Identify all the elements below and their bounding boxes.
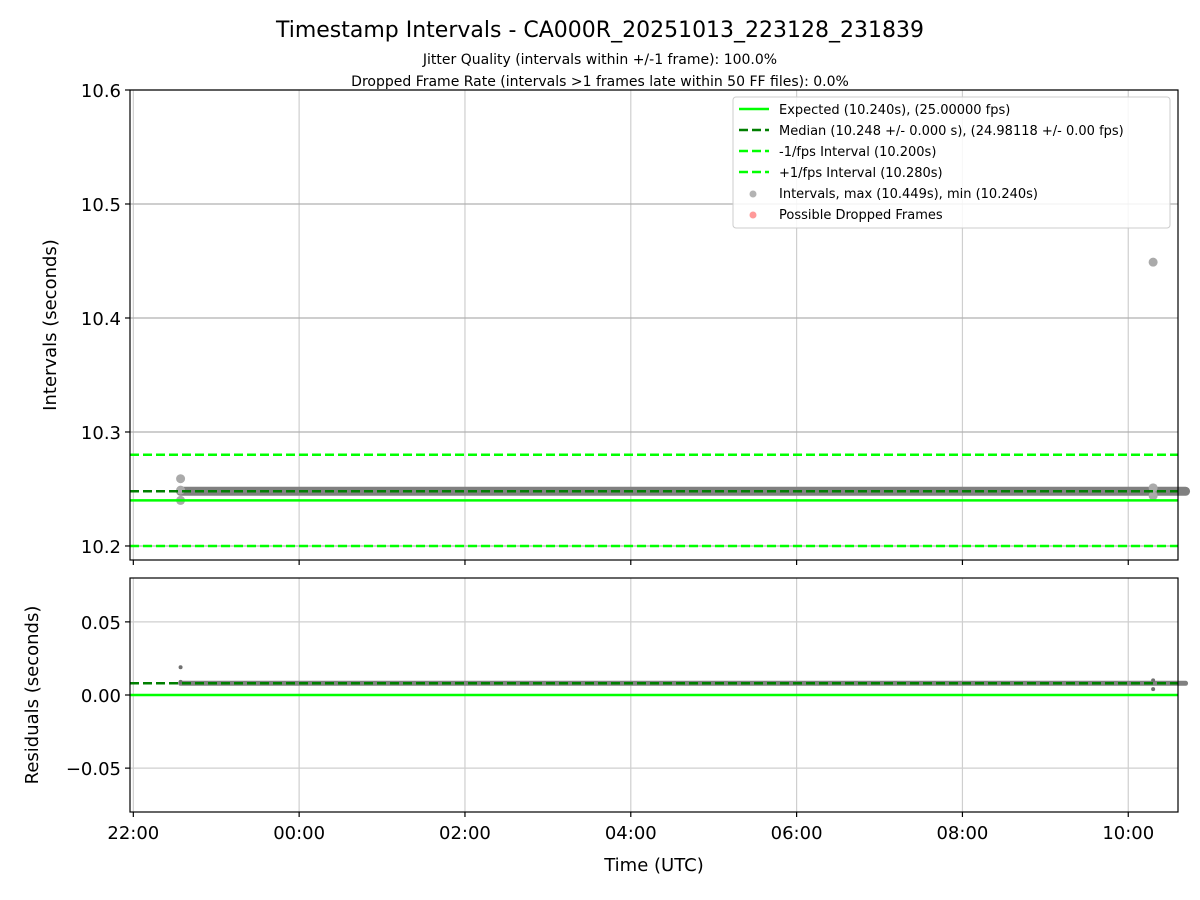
legend-entry: Expected (10.240s), (25.00000 fps)	[779, 103, 1010, 118]
interval-point	[178, 665, 183, 670]
y-axis-label-bottom: Residuals (seconds)	[22, 606, 43, 785]
y-tick-label-top: 10.6	[81, 81, 121, 102]
y-axis-label-top: Intervals (seconds)	[40, 239, 61, 411]
y-tick-label-top: 10.4	[81, 309, 121, 330]
interval-point	[1148, 491, 1158, 501]
y-tick-label-top: 10.5	[81, 195, 121, 216]
legend-entry: +1/fps Interval (10.280s)	[779, 166, 943, 181]
legend-swatch	[749, 211, 757, 219]
y-tick-label-bottom: 0.00	[81, 686, 121, 707]
legend-box	[732, 96, 1171, 229]
x-tick-label: 00:00	[273, 823, 325, 844]
axes-frame-bottom	[129, 577, 1179, 813]
x-tick-label: 04:00	[605, 823, 657, 844]
x-tick-label: 10:00	[1102, 823, 1154, 844]
chart-subtitle-jitter: Jitter Quality (intervals within +/-1 fr…	[422, 52, 777, 68]
x-tick-label: 22:00	[107, 823, 159, 844]
y-tick-label-bottom: 0.05	[81, 613, 121, 634]
chart-title: Timestamp Intervals - CA000R_20251013_22…	[275, 18, 924, 43]
x-axis-label: Time (UTC)	[603, 855, 704, 876]
legend-entry: Intervals, max (10.449s), min (10.240s)	[779, 187, 1038, 202]
interval-point	[176, 474, 186, 484]
y-tick-label-top: 10.3	[81, 423, 121, 444]
legend-entry: Possible Dropped Frames	[779, 208, 943, 223]
axes-frame-top	[129, 89, 1179, 561]
y-tick-label-bottom: −0.05	[66, 759, 121, 780]
x-tick-label: 08:00	[936, 823, 988, 844]
x-tick-label: 06:00	[771, 823, 823, 844]
interval-point	[1151, 678, 1156, 683]
legend-entry: -1/fps Interval (10.200s)	[779, 145, 936, 160]
interval-point	[1148, 257, 1158, 267]
interval-point	[178, 679, 183, 684]
chart-subtitle-dropped: Dropped Frame Rate (intervals >1 frames …	[351, 74, 849, 90]
interval-point	[1151, 687, 1156, 692]
legend-entry: Median (10.248 +/- 0.000 s), (24.98118 +…	[779, 124, 1124, 139]
y-tick-label-top: 10.2	[81, 537, 121, 558]
legend-swatch	[749, 190, 757, 198]
x-tick-label: 02:00	[439, 823, 491, 844]
